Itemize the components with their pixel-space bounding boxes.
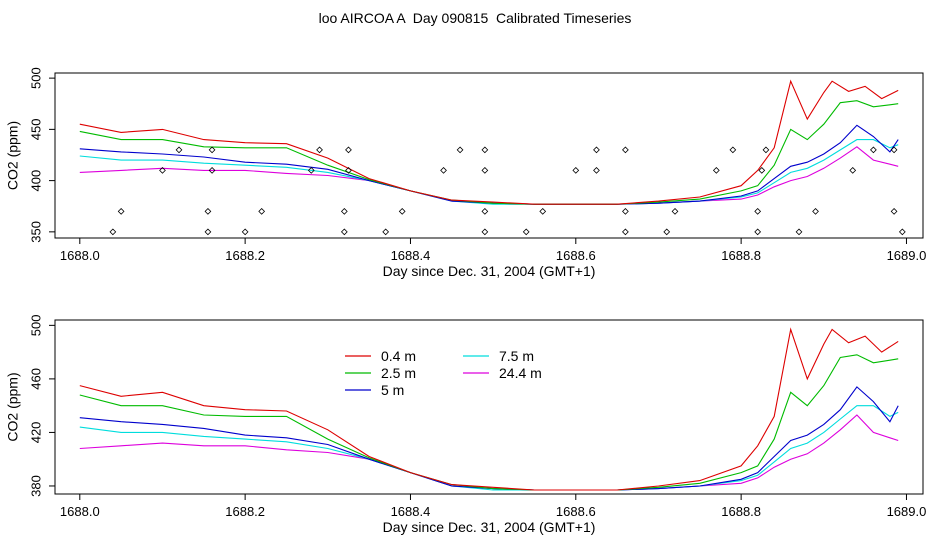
data-marker: [208, 146, 216, 154]
data-marker: [241, 228, 249, 236]
data-marker: [572, 166, 580, 174]
data-marker: [849, 166, 857, 174]
series-line-7-5-m: [79, 405, 899, 491]
data-marker: [175, 146, 183, 154]
data-marker: [663, 228, 671, 236]
y-axis-label: CO2 (ppm): [5, 121, 21, 190]
data-marker: [456, 146, 464, 154]
data-marker: [812, 207, 819, 215]
y-tick-label: 500: [28, 67, 43, 89]
data-marker: [762, 146, 770, 154]
plot-frame: [54, 319, 924, 495]
series-line-5-m: [79, 124, 899, 205]
data-marker: [340, 228, 348, 236]
y-tick-label: 450: [28, 119, 43, 141]
data-marker: [481, 146, 489, 154]
data-marker: [440, 166, 447, 174]
data-marker: [382, 228, 390, 236]
data-marker: [593, 146, 600, 154]
series-line-2-5-m: [79, 100, 899, 205]
data-marker: [345, 166, 352, 174]
x-axis-label: Day since Dec. 31, 2004 (GMT+1): [383, 519, 596, 535]
x-tick-label: 1688.6: [556, 248, 596, 263]
data-marker: [208, 166, 216, 174]
data-marker: [890, 207, 898, 215]
data-marker: [258, 207, 266, 215]
data-marker: [593, 166, 600, 174]
legend-label: 0.4 m: [381, 348, 416, 364]
x-tick-label: 1688.0: [60, 248, 100, 263]
x-tick-label: 1688.8: [721, 504, 761, 519]
panel-2: 1688.0 1688.2 1688.4 1688.6 1688.8 1689.0 380 4…: [5, 315, 927, 535]
data-marker: [754, 207, 762, 215]
data-marker: [870, 146, 877, 154]
legend-label: 7.5 m: [499, 348, 534, 364]
data-marker: [622, 228, 629, 236]
x-axis-label: Day since Dec. 31, 2004 (GMT+1): [383, 263, 596, 279]
data-marker: [117, 207, 125, 215]
y-tick-label: 500: [28, 315, 43, 337]
legend-label: 24.4 m: [499, 365, 542, 381]
data-marker: [539, 207, 547, 215]
data-marker: [345, 146, 352, 154]
panel-1: 1688.0 1688.2 1688.4 1688.6 1688.8 1689.0 350 4…: [5, 67, 927, 279]
x-tick-label: 1688.0: [60, 504, 100, 519]
x-tick-label: 1688.8: [721, 248, 761, 263]
data-marker: [204, 207, 212, 215]
data-marker: [398, 207, 406, 215]
data-marker: [159, 166, 166, 174]
legend-label: 5 m: [381, 382, 404, 398]
y-tick-label: 380: [28, 475, 43, 497]
x-tick-label: 1689.0: [887, 504, 927, 519]
data-marker: [481, 207, 489, 215]
data-marker: [307, 166, 315, 174]
data-marker: [754, 228, 762, 236]
data-marker: [481, 166, 489, 174]
x-tick-label: 1688.4: [391, 504, 431, 519]
series-line-24-4-m: [79, 414, 899, 491]
data-marker: [898, 228, 906, 236]
series-line-24-4-m: [79, 146, 899, 205]
series-line-0-4-m: [79, 327, 899, 491]
x-tick-label: 1688.4: [391, 248, 431, 263]
series-line-2-5-m: [79, 354, 899, 491]
series-line-0-4-m: [79, 79, 899, 205]
legend: 0.4 m2.5 m5 m 7.5 m24.4 m: [345, 348, 542, 398]
legend-label: 2.5 m: [381, 365, 416, 381]
x-tick-label: 1689.0: [887, 248, 927, 263]
x-tick-label: 1688.2: [225, 248, 265, 263]
x-tick-label: 1688.2: [225, 504, 265, 519]
series-line-7-5-m: [79, 139, 899, 205]
y-tick-label: 420: [28, 422, 43, 444]
data-marker: [622, 207, 629, 215]
data-marker: [316, 146, 323, 154]
chart-title: loo AIRCOA A Day 090815 Calibrated Times…: [318, 10, 632, 26]
x-tick-label: 1688.6: [556, 504, 596, 519]
data-marker: [522, 228, 530, 236]
y-axis-label: CO2 (ppm): [5, 372, 21, 441]
data-marker: [758, 166, 766, 174]
data-marker: [890, 146, 898, 154]
y-tick-label: 350: [28, 221, 43, 243]
plot-frame: [54, 72, 924, 239]
data-marker: [622, 146, 629, 154]
data-marker: [204, 228, 212, 236]
data-marker: [671, 207, 679, 215]
data-marker: [340, 207, 348, 215]
data-marker: [109, 228, 117, 236]
y-tick-label: 460: [28, 368, 43, 390]
data-marker: [481, 228, 489, 236]
y-tick-label: 400: [28, 170, 43, 192]
data-marker: [729, 146, 737, 154]
series-line-5-m: [79, 386, 899, 491]
data-marker: [712, 166, 720, 174]
data-marker: [795, 228, 803, 236]
